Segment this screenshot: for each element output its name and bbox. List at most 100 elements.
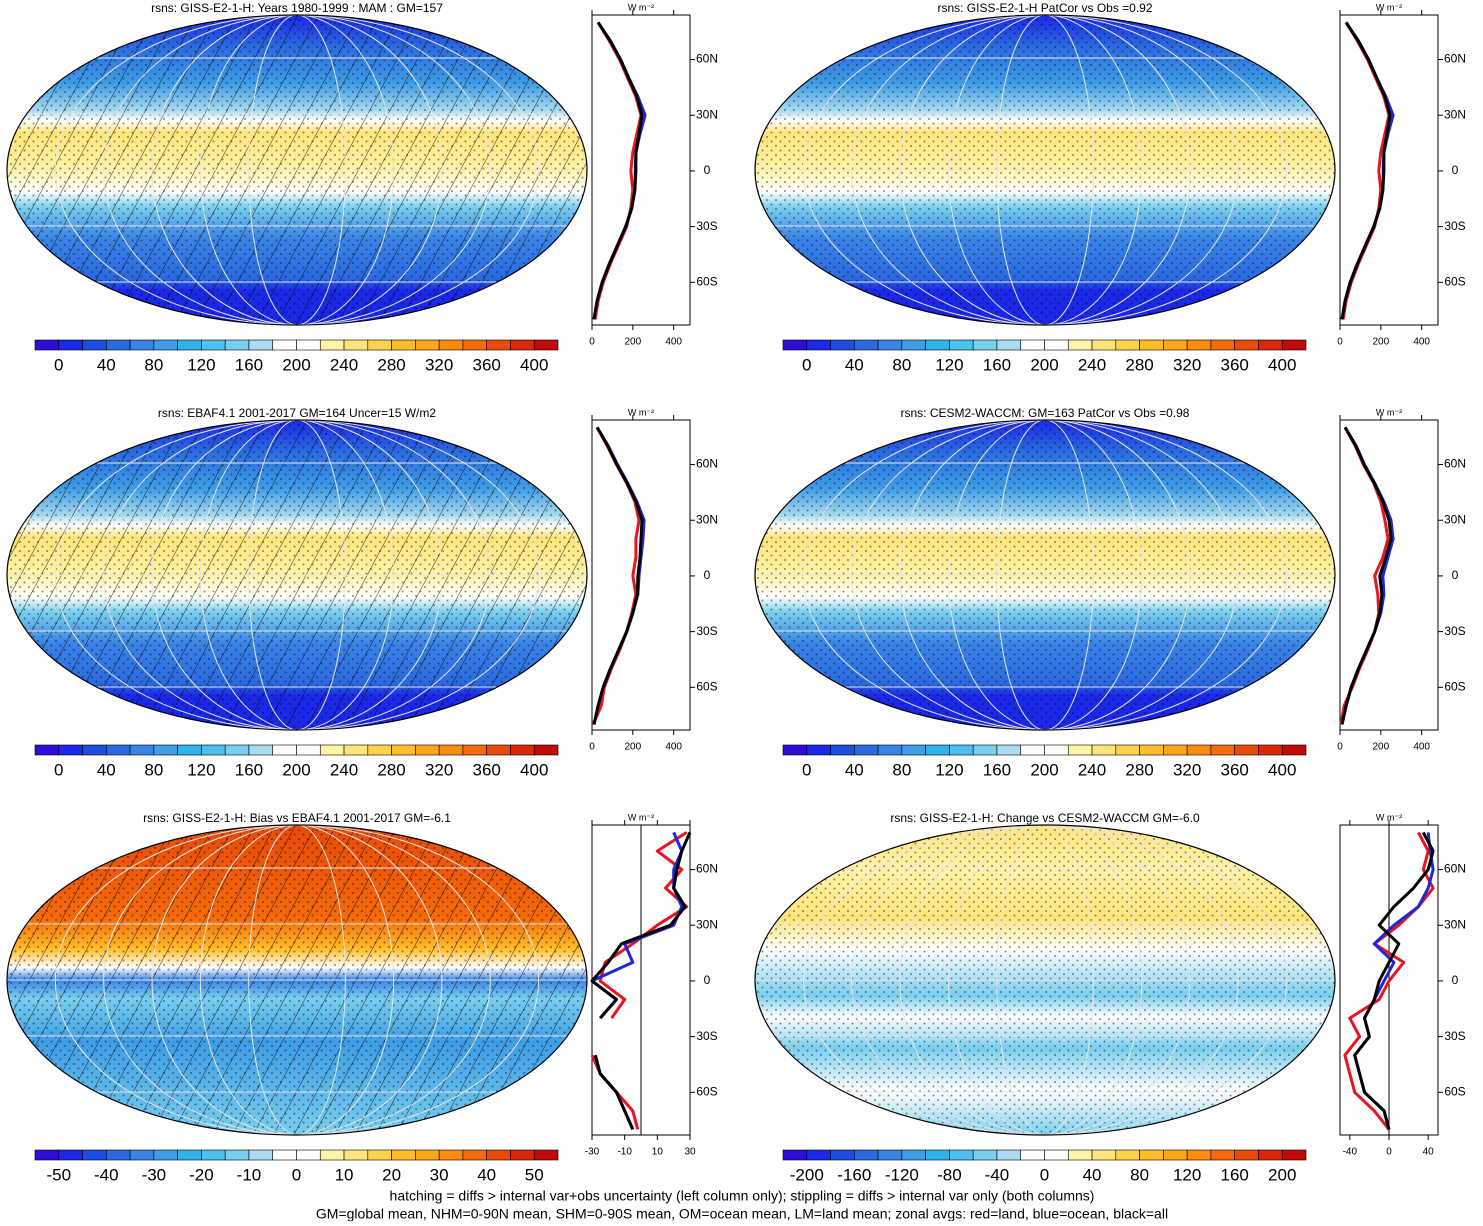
colorbar-box [438, 339, 464, 351]
colorbar-box [319, 339, 345, 351]
colorbar-box [153, 339, 178, 351]
colorbar-box [296, 1149, 321, 1161]
colorbar-box [201, 1149, 226, 1161]
y-tick-label: 60S [1444, 679, 1465, 693]
colorbar-box [343, 744, 369, 756]
colorbar-box [34, 339, 60, 351]
colorbar-box [1020, 744, 1045, 756]
colorbar-box [82, 744, 107, 756]
footer-line: hatching = diffs > internal var+obs unce… [390, 1188, 1095, 1204]
colorbar-tick-label: 80 [892, 760, 911, 779]
colorbar-tick-label: 240 [330, 760, 358, 779]
colorbar-box [782, 339, 808, 351]
colorbar-box [972, 339, 998, 351]
panel: rsns: GISS-E2-1-H PatCor vs Obs =0.92 0 40… [754, 1, 1466, 374]
colorbar-box [248, 1149, 274, 1161]
colorbar-box [533, 339, 559, 351]
panel-title: rsns: GISS-E2-1-H PatCor vs Obs =0.92 [937, 1, 1152, 15]
colorbar-tick-label: 240 [330, 355, 358, 374]
colorbar-tick-label: 400 [1268, 760, 1296, 779]
profile-frame [591, 419, 691, 731]
y-tick-label: 60S [696, 1084, 717, 1098]
colorbar-tick-label: 0 [1040, 1165, 1049, 1184]
map-border [6, 419, 588, 731]
map-border [754, 824, 1336, 1136]
y-tick-label: 30S [696, 219, 717, 233]
y-tick-label: 60N [696, 457, 718, 471]
colorbar-box [34, 1149, 60, 1161]
colorbar-box [34, 744, 60, 756]
colorbar-box [129, 1149, 155, 1161]
colorbar-box [510, 339, 535, 351]
y-tick-label: 0 [1452, 973, 1459, 987]
colorbar-box [391, 339, 416, 351]
colorbar-tick-label: 400 [1268, 355, 1296, 374]
x-tick-label: 0 [1386, 1147, 1392, 1158]
colorbar-box [1067, 744, 1093, 756]
y-tick-label: 60S [1444, 274, 1465, 288]
profile-units: W m⁻² [628, 407, 654, 417]
colorbar-tick-label: 280 [377, 355, 405, 374]
colorbar-tick-label: 280 [377, 760, 405, 779]
colorbar-box [877, 1149, 903, 1161]
colorbar-box [296, 339, 321, 351]
colorbar-box [854, 1149, 879, 1161]
colorbar-box [1139, 1149, 1164, 1161]
colorbar-box [462, 744, 487, 756]
colorbar-tick-label: 80 [1130, 1165, 1149, 1184]
colorbar-tick-label: 120 [187, 760, 215, 779]
y-tick-label: 60N [696, 862, 718, 876]
colorbar-box [996, 744, 1022, 756]
colorbar-box [949, 339, 974, 351]
colorbar-box [972, 1149, 998, 1161]
colorbar-tick-label: 400 [520, 760, 548, 779]
colorbar-box [854, 339, 879, 351]
profile-units: W m⁻² [628, 2, 654, 12]
colorbar-tick-label: -40 [985, 1165, 1010, 1184]
colorbar-tick-label: 280 [1125, 760, 1153, 779]
colorbar-tick-label: -120 [885, 1165, 919, 1184]
colorbar-box [1281, 1149, 1307, 1161]
x-tick-label: 0 [589, 742, 595, 753]
colorbar-box [391, 1149, 416, 1161]
colorbar-box [415, 339, 440, 351]
colorbar-box [1210, 1149, 1235, 1161]
colorbar-box [224, 1149, 250, 1161]
colorbar-tick-label: 40 [97, 760, 116, 779]
colorbar-box [1091, 744, 1117, 756]
colorbar-tick-label: 240 [1078, 355, 1106, 374]
panel: rsns: EBAF4.1 2001-2017 GM=164 Uncer=15 … [6, 406, 718, 779]
colorbar-box [58, 339, 83, 351]
x-tick-label: 200 [624, 742, 641, 753]
y-tick-label: 60N [1444, 457, 1466, 471]
zonal-mean-line [1353, 831, 1435, 1130]
colorbar-box [996, 339, 1022, 351]
footer-line: GM=global mean, NHM=0-90N mean, SHM=0-90… [316, 1206, 1168, 1221]
colorbar-tick-label: 160 [235, 355, 263, 374]
y-tick-label: 60N [696, 52, 718, 66]
colorbar-box [1067, 339, 1093, 351]
colorbar-box [806, 1149, 831, 1161]
colorbar-box [58, 744, 83, 756]
colorbar-box [1115, 339, 1140, 351]
panel: rsns: CESM2-WACCM: GM=163 PatCor vs Obs … [754, 406, 1466, 779]
colorbar-box [201, 339, 226, 351]
colorbar-box [438, 1149, 464, 1161]
colorbar-tick-label: 30 [430, 1165, 449, 1184]
colorbar-box [1258, 339, 1283, 351]
colorbar-tick-label: 120 [935, 355, 963, 374]
colorbar-box [782, 1149, 808, 1161]
colorbar-tick-label: 80 [144, 355, 163, 374]
colorbar-box [272, 744, 297, 756]
y-tick-label: 0 [1452, 568, 1459, 582]
zonal-mean-line [592, 426, 644, 725]
map-border [6, 824, 588, 1136]
colorbar-tick-label: 0 [802, 355, 811, 374]
zonal-mean-line [1340, 21, 1395, 320]
y-tick-label: 30S [1444, 219, 1465, 233]
y-tick-label: 30N [1444, 107, 1466, 121]
colorbar-tick-label: 0 [54, 355, 63, 374]
zonal-mean-line [590, 831, 684, 1131]
map [7, 15, 587, 325]
